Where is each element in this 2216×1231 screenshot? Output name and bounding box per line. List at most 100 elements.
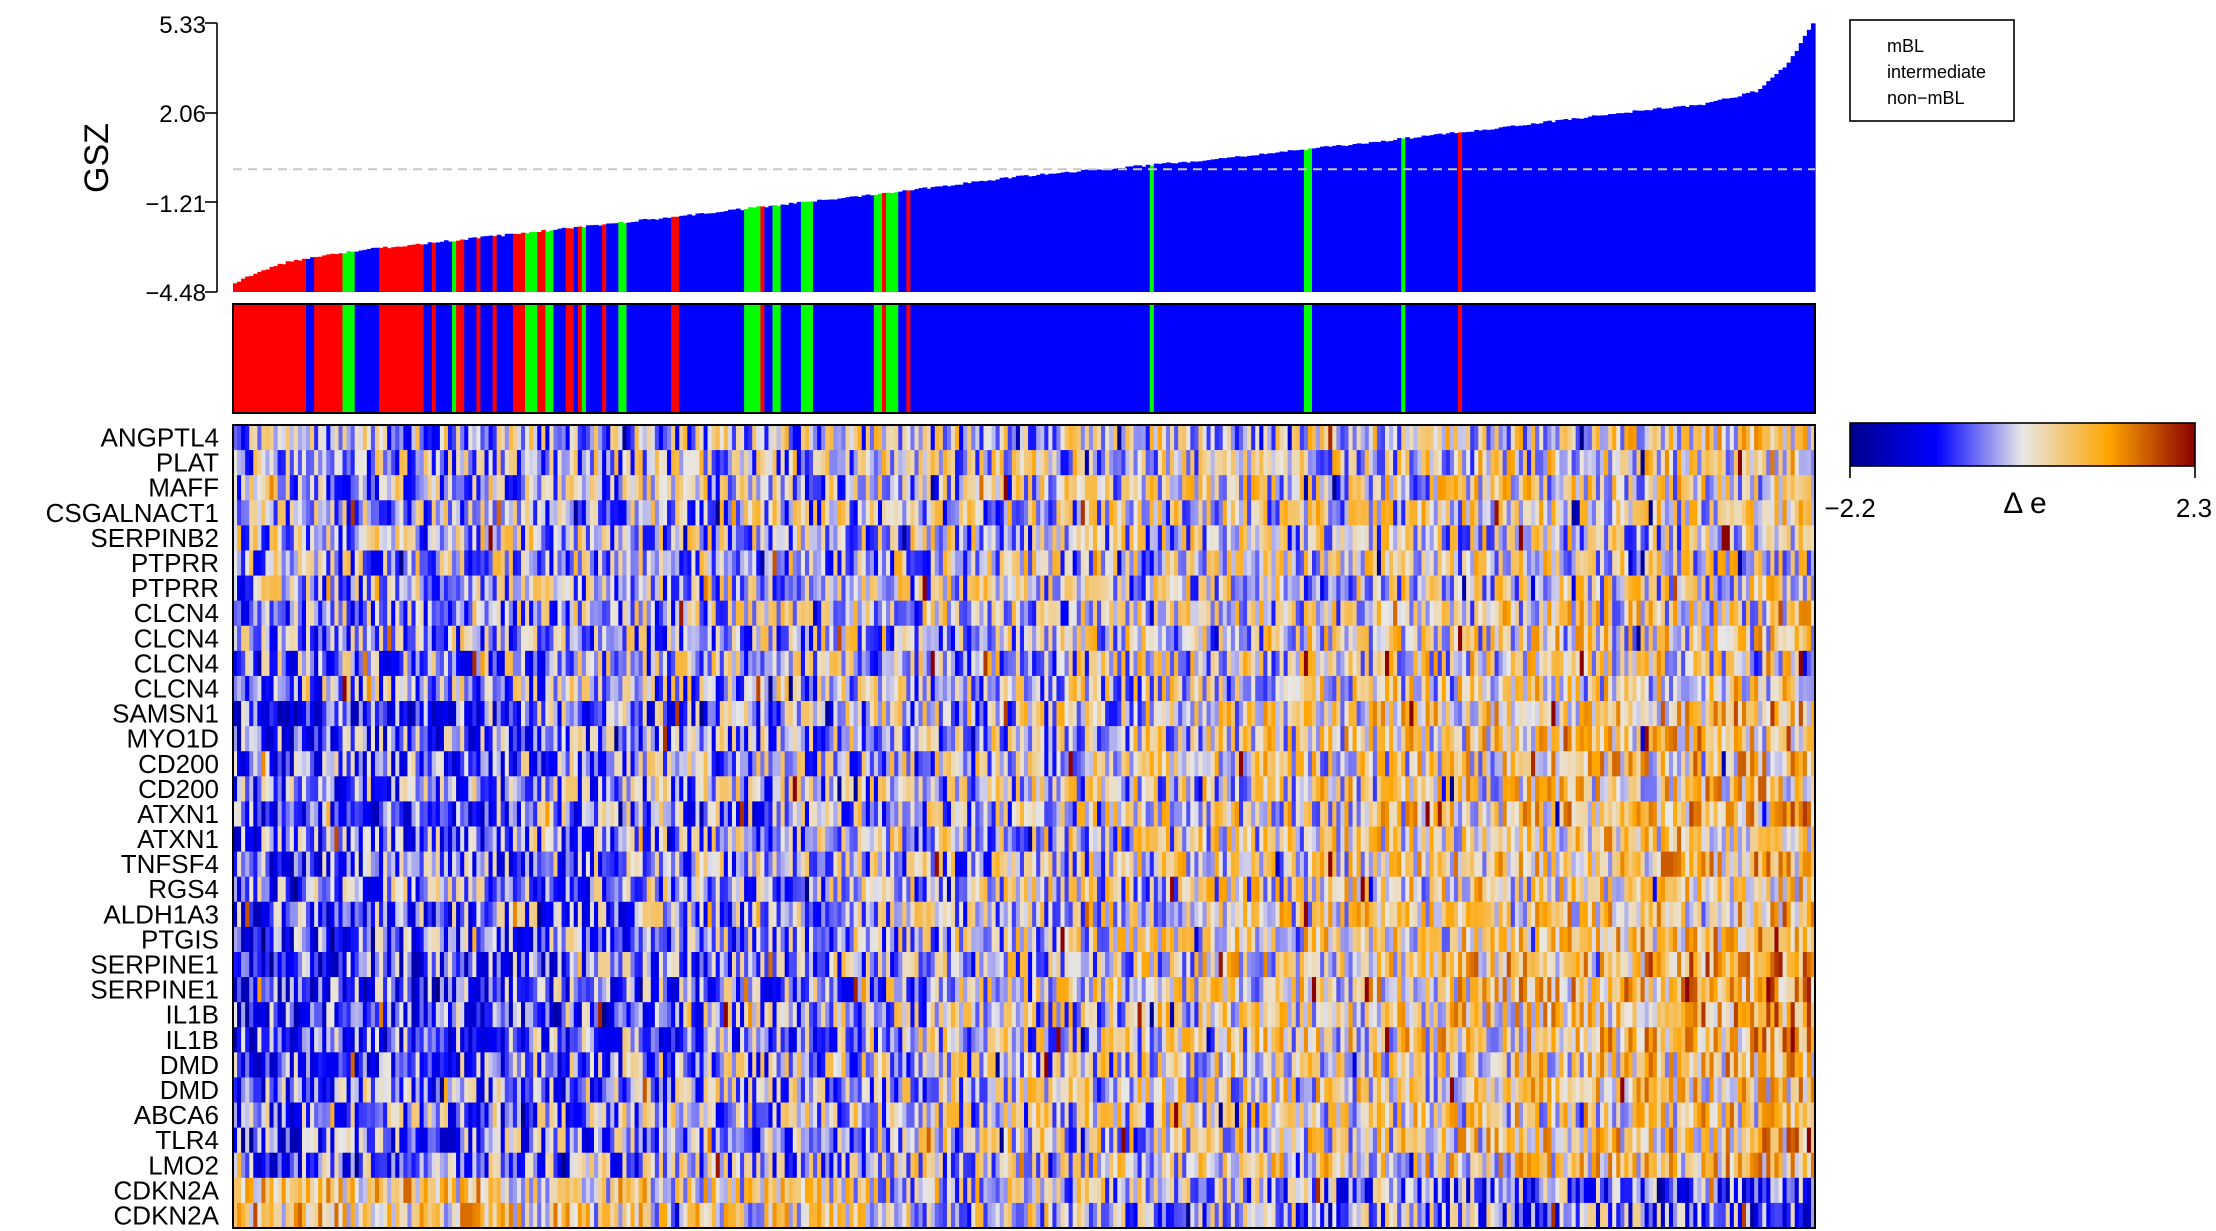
heatmap-cell bbox=[1563, 600, 1569, 627]
heatmap-cell bbox=[1092, 675, 1098, 702]
heatmap-cell bbox=[1535, 575, 1540, 602]
heatmap-cell bbox=[241, 525, 246, 551]
heatmap-cell bbox=[1247, 475, 1252, 501]
heatmap-cell bbox=[1510, 575, 1516, 602]
heatmap-cell bbox=[1518, 650, 1524, 677]
class-strip-cell bbox=[561, 304, 567, 413]
heatmap-cell bbox=[484, 625, 490, 652]
heatmap-cell bbox=[1770, 425, 1776, 451]
gsz-bar bbox=[1510, 125, 1516, 292]
heatmap-cell bbox=[1056, 575, 1062, 602]
heatmap-cell bbox=[804, 600, 810, 627]
heatmap-cell bbox=[1766, 500, 1771, 526]
heatmap-cell bbox=[1685, 575, 1690, 602]
heatmap-cell bbox=[894, 450, 899, 476]
heatmap-cell bbox=[849, 625, 855, 652]
heatmap-cell bbox=[837, 675, 843, 702]
heatmap-cell bbox=[1364, 550, 1370, 576]
heatmap-cell bbox=[1790, 575, 1796, 602]
gsz-bar bbox=[1608, 114, 1613, 292]
heatmap-cell bbox=[557, 625, 563, 652]
heatmap-cell bbox=[1705, 475, 1711, 501]
heatmap-cell bbox=[727, 675, 733, 702]
heatmap-cell bbox=[1332, 525, 1337, 551]
heatmap-cell bbox=[837, 625, 843, 652]
heatmap-cell bbox=[285, 425, 291, 451]
heatmap-cell bbox=[610, 550, 615, 576]
heatmap-cell bbox=[1737, 550, 1743, 576]
heatmap-cell bbox=[1648, 550, 1654, 576]
gsz-bar bbox=[1316, 147, 1321, 292]
heatmap-cell bbox=[1056, 425, 1062, 451]
class-strip-cell bbox=[1591, 304, 1597, 413]
heatmap-cell bbox=[942, 500, 948, 526]
heatmap-cell bbox=[439, 550, 445, 576]
gsz-bar bbox=[1198, 161, 1204, 292]
heatmap-cell bbox=[886, 450, 891, 476]
class-strip-cell bbox=[967, 304, 972, 413]
heatmap-cell bbox=[1401, 450, 1406, 476]
gsz-bar bbox=[735, 208, 741, 292]
heatmap-cell bbox=[1048, 650, 1053, 677]
heatmap-cell bbox=[1725, 550, 1731, 576]
heatmap-cell bbox=[249, 650, 254, 677]
heatmap-cell bbox=[1060, 475, 1066, 501]
heatmap-cell bbox=[1664, 525, 1670, 551]
heatmap-cell bbox=[1052, 500, 1058, 526]
heatmap-cell bbox=[1113, 500, 1118, 526]
heatmap-cell bbox=[1405, 600, 1410, 627]
class-strip-cell bbox=[1303, 304, 1309, 413]
heatmap-cell bbox=[1421, 475, 1427, 501]
heatmap-cell bbox=[537, 425, 542, 451]
heatmap-cell bbox=[788, 575, 794, 602]
heatmap-cell bbox=[1705, 550, 1711, 576]
heatmap-cell bbox=[1303, 425, 1309, 451]
heatmap-cell bbox=[1332, 450, 1337, 476]
heatmap-cell bbox=[1226, 425, 1232, 451]
heatmap-cell bbox=[273, 625, 279, 652]
heatmap-cell bbox=[1624, 575, 1630, 602]
heatmap-cell bbox=[691, 425, 697, 451]
heatmap-cell bbox=[439, 475, 445, 501]
heatmap-cell bbox=[468, 525, 473, 551]
heatmap-cell bbox=[930, 550, 936, 576]
heatmap-cell bbox=[354, 675, 360, 702]
heatmap-cell bbox=[1648, 600, 1654, 627]
heatmap-cell bbox=[525, 425, 530, 451]
heatmap-cell bbox=[748, 575, 753, 602]
heatmap-cell bbox=[1636, 550, 1642, 576]
heatmap-cell bbox=[1798, 525, 1804, 551]
heatmap-cell bbox=[1101, 525, 1106, 551]
class-strip-cell bbox=[1238, 304, 1244, 413]
heatmap-cell bbox=[800, 625, 806, 652]
heatmap-cell bbox=[492, 650, 498, 677]
gsz-bar bbox=[1685, 106, 1690, 292]
heatmap-cell bbox=[1587, 600, 1593, 627]
heatmap-cell bbox=[306, 600, 311, 627]
gsz-bar bbox=[1717, 99, 1723, 292]
heatmap-cell bbox=[1226, 475, 1232, 501]
heatmap-cell bbox=[634, 625, 640, 652]
heatmap-cell bbox=[1393, 550, 1398, 576]
heatmap-cell bbox=[914, 500, 920, 526]
heatmap-cell bbox=[768, 650, 774, 677]
heatmap-cell bbox=[1263, 525, 1268, 551]
heatmap-cell bbox=[817, 575, 822, 602]
heatmap-cell bbox=[983, 650, 989, 677]
heatmap-cell bbox=[1032, 475, 1037, 501]
heatmap-cell bbox=[938, 600, 944, 627]
heatmap-cell bbox=[297, 675, 303, 702]
heatmap-cell bbox=[853, 425, 859, 451]
heatmap-cell bbox=[541, 425, 546, 451]
heatmap-cell bbox=[241, 450, 246, 476]
heatmap-cell bbox=[354, 500, 360, 526]
gsz-bar bbox=[1194, 161, 1200, 292]
heatmap-cell bbox=[849, 575, 855, 602]
heatmap-cell bbox=[679, 575, 684, 602]
heatmap-cell bbox=[573, 500, 579, 526]
heatmap-cell bbox=[1295, 425, 1301, 451]
legend-box bbox=[1849, 19, 2015, 122]
heatmap-cell bbox=[1226, 550, 1232, 576]
heatmap-cell bbox=[521, 525, 526, 551]
gsz-bar bbox=[403, 246, 409, 292]
